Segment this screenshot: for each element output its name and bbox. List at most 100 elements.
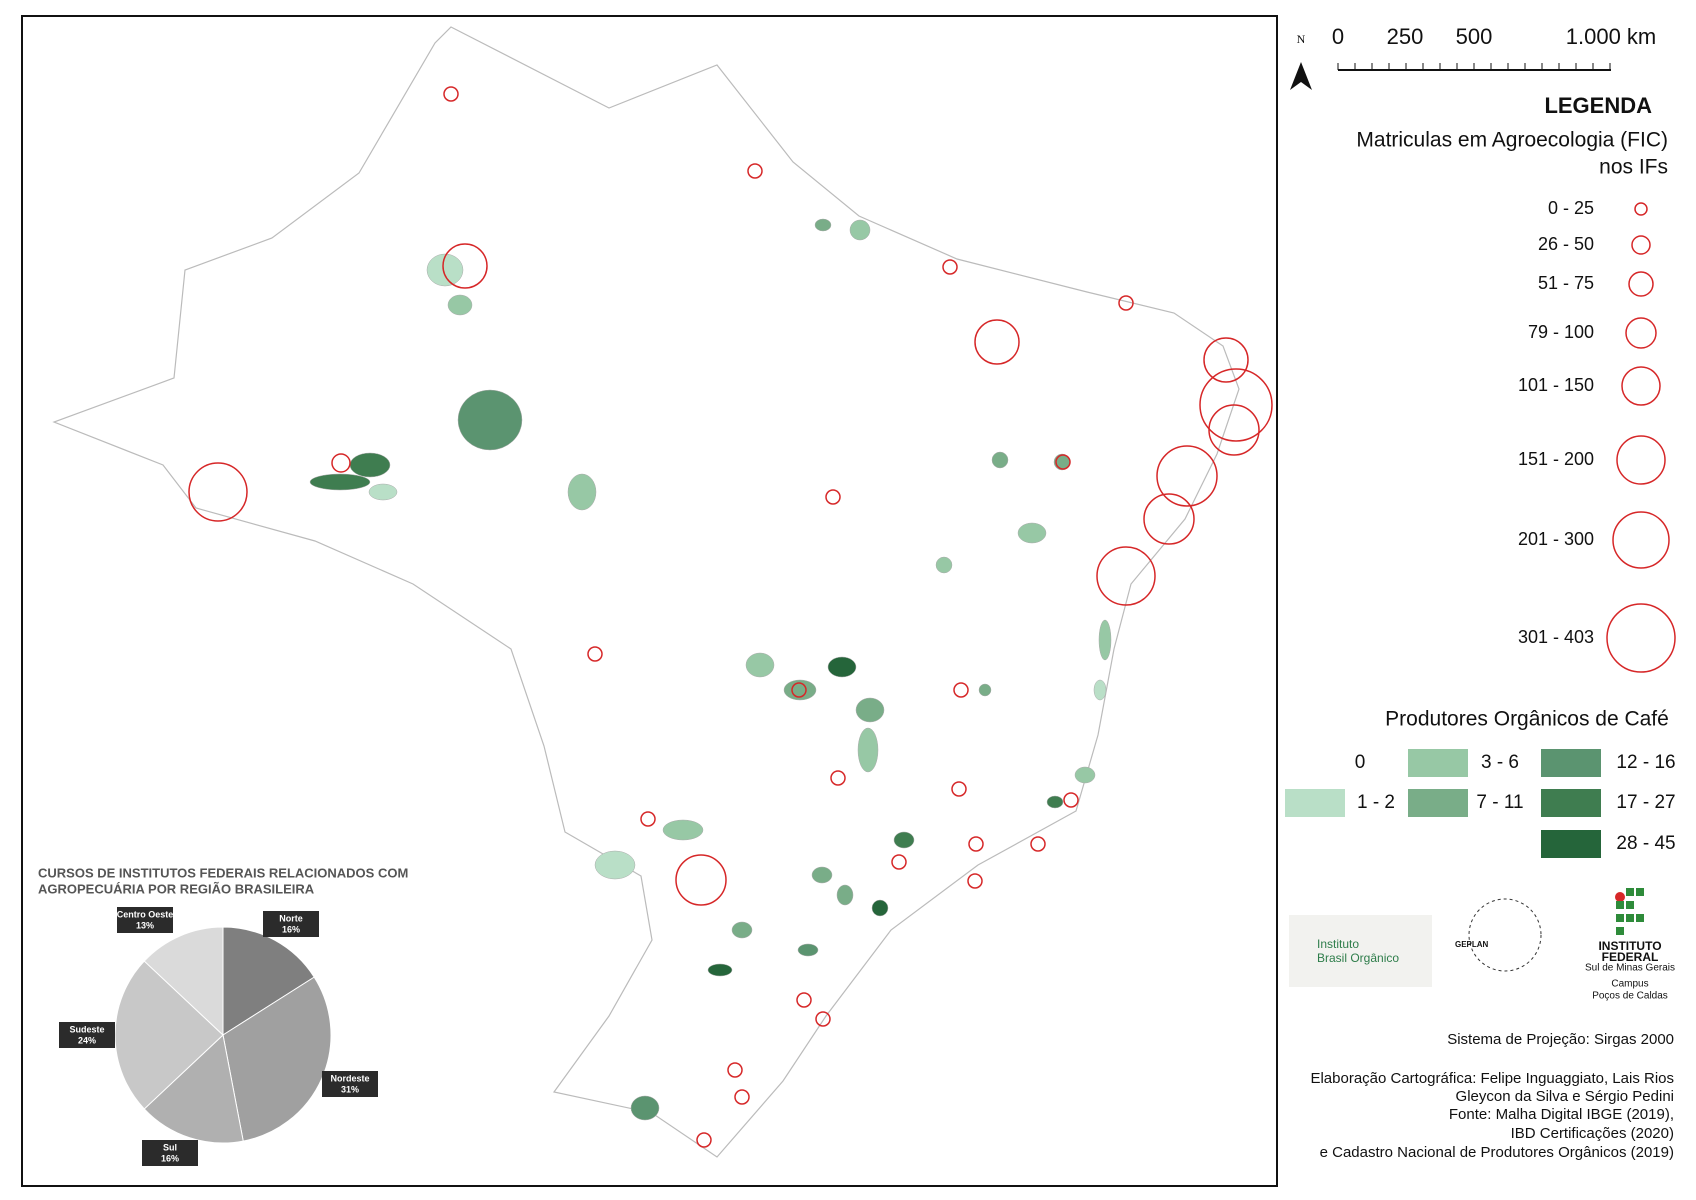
pie-slice bbox=[114, 960, 224, 1110]
enrollment-circle bbox=[1208, 404, 1260, 456]
municipality-patch bbox=[1093, 679, 1107, 701]
pie-label-box bbox=[59, 1022, 115, 1048]
coffee-class-label: 7 - 11 bbox=[1476, 792, 1523, 813]
logo-graphic bbox=[1626, 888, 1634, 896]
logo-graphic bbox=[1636, 914, 1644, 922]
logo-graphic bbox=[1626, 901, 1634, 909]
legend-class-label: 201 - 300 bbox=[1518, 529, 1594, 549]
municipality-patch bbox=[935, 556, 953, 574]
credit-line: Fonte: Malha Digital IBGE (2019), bbox=[1449, 1106, 1674, 1123]
logo-text: Poços de Caldas bbox=[1592, 991, 1668, 1002]
municipality-patch bbox=[797, 943, 819, 957]
logo-text: GEPLAN bbox=[1455, 940, 1489, 949]
pie-slice bbox=[222, 926, 315, 1036]
enrollment-circle bbox=[587, 646, 603, 662]
brazil-outline bbox=[52, 26, 1240, 1158]
scale-label: 500 bbox=[1456, 24, 1493, 49]
pie-label-box bbox=[117, 907, 173, 933]
logo-graphic bbox=[1616, 901, 1624, 909]
logo-graphic bbox=[1636, 888, 1644, 896]
coffee-class-label: 3 - 6 bbox=[1481, 752, 1519, 773]
legend-circle bbox=[1612, 511, 1670, 569]
coffee-class-label: 28 - 45 bbox=[1616, 833, 1675, 854]
enrollment-circle bbox=[951, 781, 967, 797]
pie-label-value: 16% bbox=[161, 1153, 179, 1163]
municipality-patch bbox=[893, 831, 915, 849]
municipality-patch bbox=[309, 473, 371, 491]
pie-label-value: 31% bbox=[341, 1084, 359, 1094]
coffee-swatch bbox=[1541, 830, 1601, 858]
enrollment-circle bbox=[953, 682, 969, 698]
pie-label-name: Sul bbox=[163, 1142, 177, 1152]
pie-title: CURSOS DE INSTITUTOS FEDERAIS RELACIONAD… bbox=[38, 865, 408, 880]
credit-line: Elaboração Cartográfica: Felipe Inguaggi… bbox=[1310, 1070, 1674, 1087]
municipality-patch bbox=[855, 697, 885, 723]
coffee-swatch bbox=[1408, 749, 1468, 777]
credit-line: Gleycon da Silva e Sérgio Pedini bbox=[1456, 1088, 1674, 1105]
legend-circle bbox=[1634, 202, 1648, 216]
municipality-patch bbox=[827, 656, 857, 678]
logo-text: Brasil Orgânico bbox=[1317, 951, 1399, 965]
map-layer bbox=[188, 86, 1273, 1148]
pie-label-value: 16% bbox=[282, 924, 300, 934]
logo-text: FEDERAL bbox=[1602, 950, 1659, 964]
municipality-patch bbox=[447, 294, 473, 316]
municipality-patch bbox=[871, 899, 889, 917]
municipality-patch bbox=[745, 652, 775, 678]
pie-label-box bbox=[142, 1140, 198, 1166]
pie-label-box bbox=[322, 1071, 378, 1097]
enrollment-circle bbox=[696, 1132, 712, 1148]
pie-slice bbox=[143, 926, 224, 1037]
municipality-patch bbox=[731, 921, 753, 939]
municipality-patch bbox=[811, 866, 833, 884]
pie-slice bbox=[143, 1034, 244, 1144]
enrollment-circle bbox=[967, 873, 983, 889]
enrollment-circle bbox=[727, 1062, 743, 1078]
pie-label-name: Centro Oeste bbox=[117, 909, 174, 919]
north-arrow bbox=[1290, 62, 1312, 90]
municipality-patch bbox=[849, 219, 871, 241]
enrollment-circle bbox=[1199, 368, 1273, 442]
municipality-patch bbox=[567, 473, 597, 511]
coffee-swatch bbox=[1285, 789, 1345, 817]
north-label: N bbox=[1297, 32, 1306, 46]
municipality-patch bbox=[1074, 766, 1096, 784]
pie-label-value: 13% bbox=[136, 920, 154, 930]
enrollment-circle bbox=[734, 1089, 750, 1105]
enrollment-circle bbox=[1063, 792, 1079, 808]
enrollment-circle bbox=[1203, 337, 1249, 383]
legend-subtitle: nos IFs bbox=[1599, 156, 1668, 179]
enrollment-circle bbox=[1156, 445, 1218, 507]
legend-title: LEGENDA bbox=[1544, 93, 1652, 118]
enrollment-circle bbox=[675, 854, 727, 906]
legend-circle bbox=[1606, 603, 1676, 673]
municipality-patch bbox=[814, 218, 832, 232]
pie-label-name: Sudeste bbox=[69, 1024, 104, 1034]
legend-class-label: 79 - 100 bbox=[1528, 322, 1594, 342]
coffee-class-label: 17 - 27 bbox=[1616, 792, 1675, 813]
coffee-class-label: 1 - 2 bbox=[1357, 792, 1395, 813]
pie-title: AGROPECUÁRIA POR REGIÃO BRASILEIRA bbox=[38, 881, 315, 896]
coffee-swatch bbox=[1541, 749, 1601, 777]
legend-class-label: 26 - 50 bbox=[1538, 234, 1594, 254]
enrollment-circle bbox=[825, 489, 841, 505]
credit-line: Sistema de Projeção: Sirgas 2000 bbox=[1447, 1031, 1674, 1048]
logo-text: Campus bbox=[1611, 979, 1648, 990]
municipality-patch bbox=[991, 451, 1009, 469]
municipality-patch bbox=[1017, 522, 1047, 544]
enrollment-circle bbox=[1118, 295, 1134, 311]
logo-graphic bbox=[1468, 898, 1542, 972]
municipality-patch bbox=[457, 389, 523, 451]
logo-text: Sul de Minas Gerais bbox=[1585, 963, 1675, 974]
municipality-patch bbox=[857, 727, 879, 773]
municipality-patch bbox=[349, 452, 391, 478]
enrollment-circle bbox=[942, 259, 958, 275]
municipality-patch bbox=[1046, 795, 1064, 809]
pie-label-name: Nordeste bbox=[330, 1073, 369, 1083]
legend-class-label: 51 - 75 bbox=[1538, 273, 1594, 293]
legend-class-label: 301 - 403 bbox=[1518, 627, 1594, 647]
enrollment-circle bbox=[443, 86, 459, 102]
scale-label: 250 bbox=[1387, 24, 1424, 49]
enrollment-circle bbox=[640, 811, 656, 827]
